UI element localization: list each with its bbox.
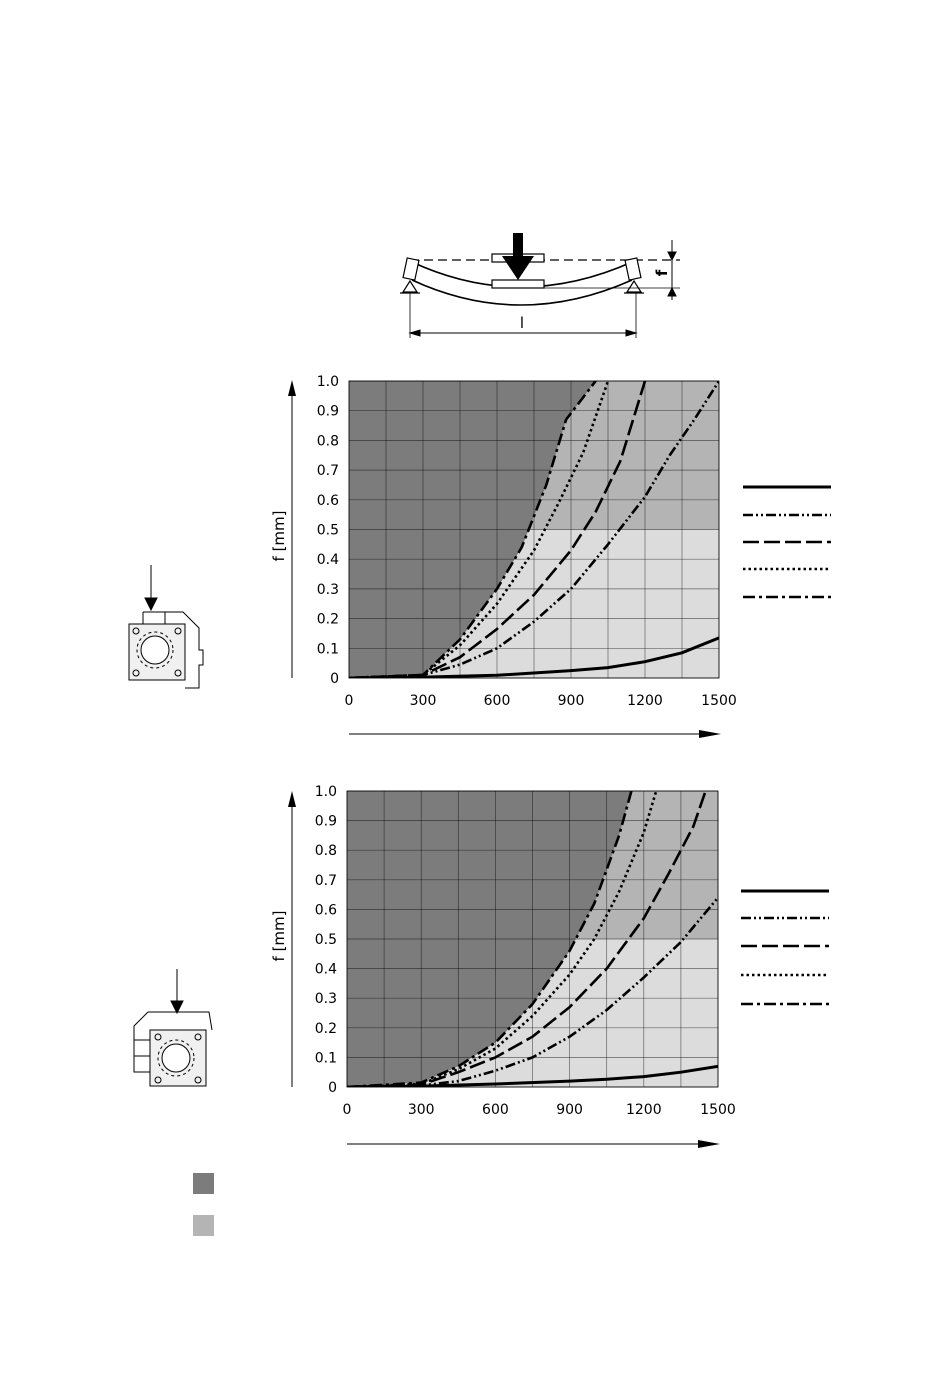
x-tick-label: 900 — [556, 1102, 583, 1118]
series-line-dotted — [349, 381, 610, 678]
y-tick-label: 0 — [328, 1080, 337, 1096]
y-axis-label-chart-1: f [mm] — [270, 511, 288, 562]
y-tick-label: 0 — [330, 671, 339, 687]
y-tick-label: 0.1 — [315, 1050, 337, 1066]
region-key-dark-swatch — [193, 1173, 214, 1194]
y-tick-label: 0.7 — [317, 463, 339, 479]
y-tick-label: 0.2 — [317, 612, 339, 628]
y-tick-label: 0.4 — [317, 552, 339, 568]
x-tick-label: 300 — [410, 693, 437, 709]
series-line-solid — [349, 636, 719, 678]
deflection-chart-2: 0 0.1 0.2 0.3 0.4 0.5 0.6 0.7 0.8 0.9 1.0 0 300 600 90… — [288, 784, 829, 1148]
series-group — [347, 791, 718, 1087]
series-line-long-dash — [347, 791, 707, 1087]
y-tick-label: 0.2 — [315, 1021, 337, 1037]
x-tick-label: 1200 — [626, 1102, 662, 1118]
x-tick-label: 0 — [345, 693, 354, 709]
plot-frame — [346, 790, 719, 1088]
y-tick-label: 0.9 — [315, 814, 337, 830]
region-key-light-swatch — [193, 1215, 214, 1236]
y-axis-arrowhead — [288, 380, 296, 396]
series-line-dash-dot — [347, 791, 633, 1087]
x-tick-label: 1200 — [627, 693, 663, 709]
x-axis-arrowhead — [698, 1140, 720, 1148]
y-tick-label: 0.1 — [317, 641, 339, 657]
x-tick-label: 900 — [558, 693, 585, 709]
series-line-dotted — [347, 791, 658, 1087]
y-tick-label: 0.3 — [317, 582, 339, 598]
y-axis-label-chart-2: f [mm] — [270, 911, 288, 962]
x-tick-label: 600 — [482, 1102, 509, 1118]
plot-frame — [348, 380, 720, 679]
profile-cross-section-upright-icon — [128, 565, 204, 689]
series-line-dash-dot — [349, 381, 597, 678]
y-tick-label: 0.3 — [315, 991, 337, 1007]
y-tick-label: 1.0 — [315, 784, 337, 800]
x-axis-arrowhead — [699, 730, 721, 738]
x-tick-label: 1500 — [701, 693, 737, 709]
y-tick-label: 0.9 — [317, 404, 339, 420]
series-line-solid — [347, 1064, 718, 1087]
y-tick-label: 0.8 — [317, 433, 339, 449]
y-tick-label: 0.4 — [315, 962, 337, 978]
x-tick-label: 0 — [343, 1102, 352, 1118]
span-l-label: l — [520, 314, 524, 332]
beam-deflection-diagram — [400, 240, 680, 338]
y-axis-arrowhead — [288, 791, 296, 807]
deflection-f-label: f — [653, 269, 671, 276]
y-tick-label: 1.0 — [317, 374, 339, 390]
x-tick-label: 600 — [484, 693, 511, 709]
series-line-dash-dot-dot — [347, 896, 718, 1087]
deflection-chart-1: 0 0.1 0.2 0.3 0.4 0.5 0.6 0.7 0.8 0.9 1.0 0 300 600 90… — [288, 374, 831, 738]
series-line-long-dash — [349, 381, 647, 678]
x-tick-label: 300 — [408, 1102, 435, 1118]
force-arrow-icon — [502, 233, 534, 280]
series-group — [349, 381, 719, 678]
y-tick-label: 0.8 — [315, 843, 337, 859]
series-line-dash-dot-dot — [349, 381, 719, 678]
profile-cross-section-flat-icon — [133, 969, 213, 1087]
y-tick-label: 0.6 — [315, 902, 337, 918]
y-tick-label: 0.7 — [315, 873, 337, 889]
y-tick-label: 0.5 — [315, 932, 337, 948]
x-tick-label: 1500 — [700, 1102, 736, 1118]
y-tick-label: 0.5 — [317, 523, 339, 539]
y-tick-label: 0.6 — [317, 493, 339, 509]
